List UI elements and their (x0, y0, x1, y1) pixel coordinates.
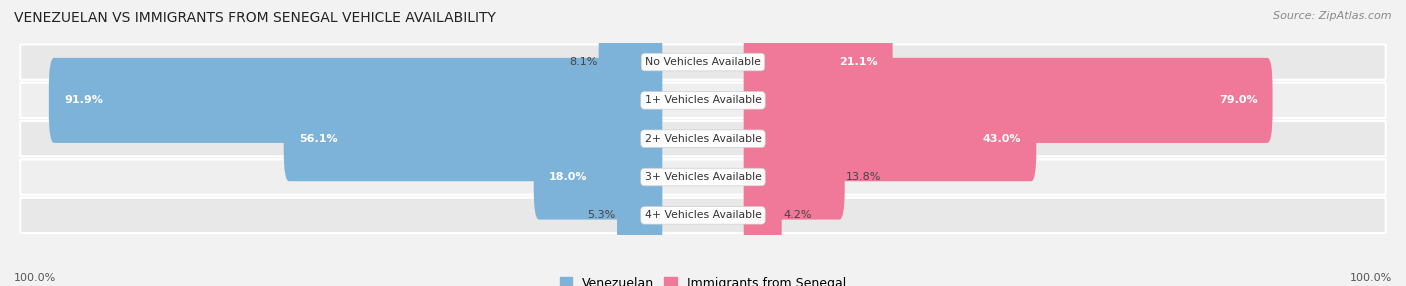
FancyBboxPatch shape (284, 96, 662, 181)
FancyBboxPatch shape (534, 134, 662, 220)
Text: 4.2%: 4.2% (783, 210, 811, 220)
Legend: Venezuelan, Immigrants from Senegal: Venezuelan, Immigrants from Senegal (560, 277, 846, 286)
FancyBboxPatch shape (744, 58, 1272, 143)
FancyBboxPatch shape (20, 198, 1386, 233)
FancyBboxPatch shape (20, 121, 1386, 156)
FancyBboxPatch shape (599, 19, 662, 105)
Text: 1+ Vehicles Available: 1+ Vehicles Available (644, 96, 762, 105)
Text: 8.1%: 8.1% (569, 57, 598, 67)
FancyBboxPatch shape (744, 19, 893, 105)
Text: 100.0%: 100.0% (1350, 273, 1392, 283)
Text: 13.8%: 13.8% (846, 172, 882, 182)
FancyBboxPatch shape (744, 173, 782, 258)
Text: 43.0%: 43.0% (983, 134, 1021, 144)
Text: 21.1%: 21.1% (839, 57, 877, 67)
Text: VENEZUELAN VS IMMIGRANTS FROM SENEGAL VEHICLE AVAILABILITY: VENEZUELAN VS IMMIGRANTS FROM SENEGAL VE… (14, 11, 496, 25)
Text: No Vehicles Available: No Vehicles Available (645, 57, 761, 67)
Text: 100.0%: 100.0% (14, 273, 56, 283)
Text: 56.1%: 56.1% (299, 134, 337, 144)
FancyBboxPatch shape (20, 44, 1386, 80)
FancyBboxPatch shape (617, 173, 662, 258)
FancyBboxPatch shape (20, 159, 1386, 195)
Text: Source: ZipAtlas.com: Source: ZipAtlas.com (1274, 11, 1392, 21)
Text: 91.9%: 91.9% (63, 96, 103, 105)
FancyBboxPatch shape (49, 58, 662, 143)
Text: 5.3%: 5.3% (588, 210, 616, 220)
Text: 2+ Vehicles Available: 2+ Vehicles Available (644, 134, 762, 144)
FancyBboxPatch shape (744, 96, 1036, 181)
FancyBboxPatch shape (744, 134, 845, 220)
Text: 79.0%: 79.0% (1219, 96, 1257, 105)
Text: 3+ Vehicles Available: 3+ Vehicles Available (644, 172, 762, 182)
Text: 4+ Vehicles Available: 4+ Vehicles Available (644, 210, 762, 220)
Text: 18.0%: 18.0% (548, 172, 588, 182)
FancyBboxPatch shape (20, 83, 1386, 118)
